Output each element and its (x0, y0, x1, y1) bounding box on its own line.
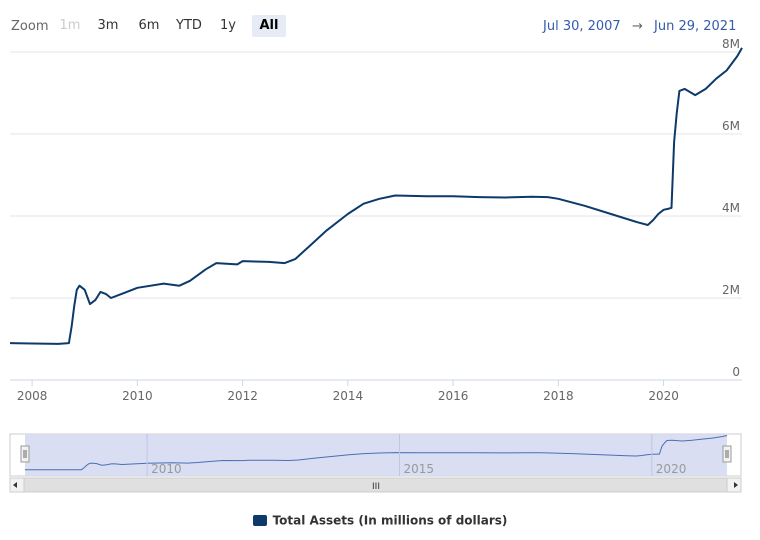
plot-area (9, 47, 743, 345)
range-to[interactable]: Jun 29, 2021 (654, 19, 737, 34)
y-axis: 0 2M 4M 6M 8M (722, 37, 740, 379)
zoom-ytd-button[interactable]: YTD (176, 18, 202, 33)
x-tick-label: 2018 (543, 389, 574, 403)
y-tick-label: 4M (722, 201, 740, 215)
navigator-series-line (24, 435, 728, 471)
range-selector: Zoom 1m 3m 6m YTD 1y All Jul 30, 2007 → … (0, 0, 760, 50)
zoom-1y-button[interactable]: 1y (220, 18, 236, 33)
scrollbar[interactable]: III (9, 477, 742, 493)
scroll-right-icon[interactable] (734, 482, 738, 488)
y-tick-label: 2M (722, 283, 740, 297)
legend[interactable]: Total Assets (In millions of dollars) (0, 510, 760, 529)
range-separator: → (632, 19, 643, 34)
scrollbar-thumb[interactable] (23, 477, 728, 493)
scrollbar-grip[interactable]: III (372, 482, 380, 492)
legend-swatch (252, 515, 267, 526)
y-tick-label: 6M (722, 119, 740, 133)
x-tick-label: 2014 (333, 389, 364, 403)
grid (10, 51, 742, 381)
series-line-total-assets[interactable] (9, 47, 743, 345)
navigator[interactable]: 2010 2015 2020 (9, 433, 742, 477)
navigator-left-handle[interactable] (20, 445, 30, 463)
scroll-left-icon[interactable] (13, 482, 17, 488)
y-tick-label: 0 (732, 365, 740, 379)
legend-item-total-assets[interactable]: Total Assets (In millions of dollars) (272, 513, 508, 528)
navigator-ticks: 2010 2015 2020 (146, 434, 687, 476)
navigator-tick-label: 2010 (151, 462, 182, 476)
x-tick-label: 2020 (648, 389, 679, 403)
navigator-selection[interactable] (25, 434, 727, 476)
navigator-tick-label: 2020 (656, 462, 687, 476)
zoom-6m-button[interactable]: 6m (138, 18, 160, 33)
zoom-3m-button[interactable]: 3m (97, 18, 119, 33)
navigator-right-handle[interactable] (722, 445, 732, 463)
x-tick-label: 2010 (122, 389, 153, 403)
y-tick-label: 8M (722, 37, 740, 51)
x-tick-label: 2012 (227, 389, 258, 403)
x-axis: 2008 2010 2012 2014 2016 2018 2020 (17, 380, 679, 403)
zoom-label: Zoom (11, 19, 49, 34)
navigator-tick-label: 2015 (403, 462, 434, 476)
chart: 0 2M 4M 6M 8M 2008 2010 2012 2014 2016 2018 2020 2… (9, 37, 743, 493)
zoom-all-button[interactable]: All (252, 15, 286, 37)
zoom-1m-button[interactable]: 1m (59, 18, 81, 33)
range-from[interactable]: Jul 30, 2007 (543, 19, 621, 34)
x-tick-label: 2016 (438, 389, 469, 403)
x-tick-label: 2008 (17, 389, 48, 403)
